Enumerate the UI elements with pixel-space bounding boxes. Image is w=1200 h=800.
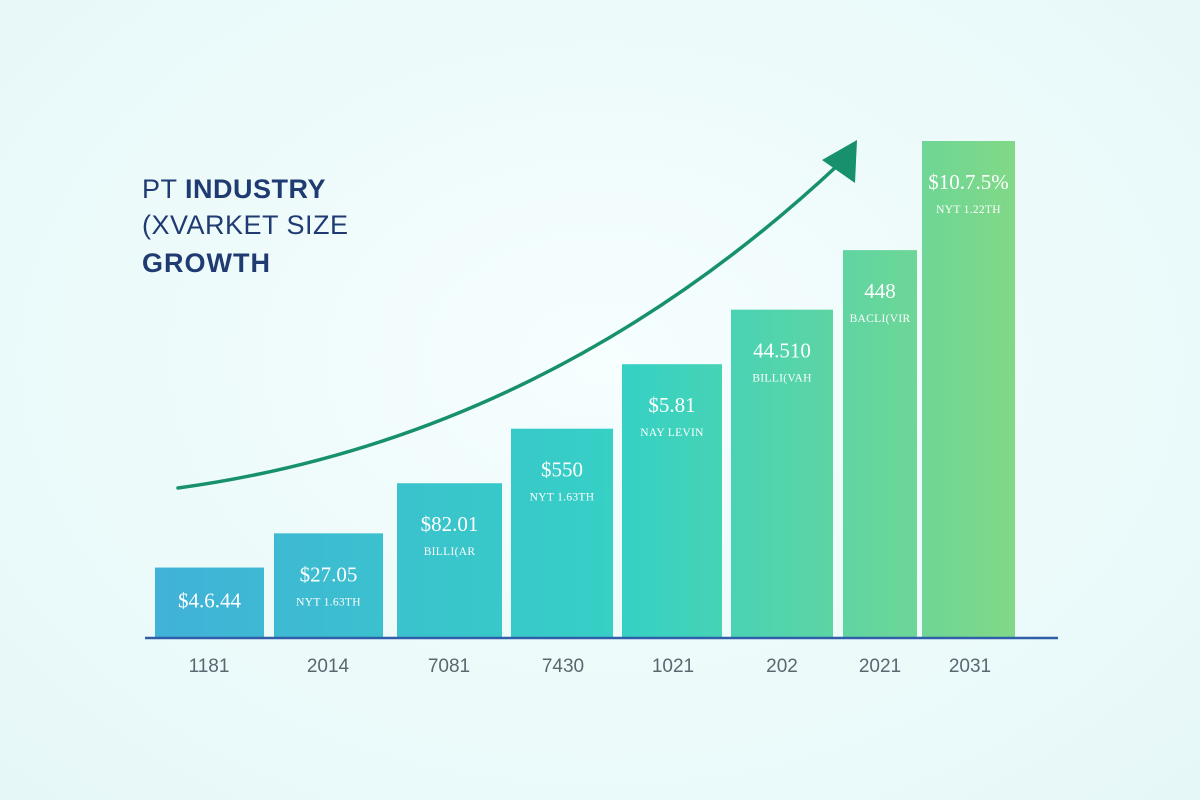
bar-unit-label: BILLI(VAH — [752, 373, 811, 385]
bar-unit-label: NYT 1.63TH — [530, 492, 595, 504]
trend-arrow-head — [822, 140, 857, 183]
bar-value-label: $4.6.44 — [178, 589, 242, 613]
bar-1181 — [155, 567, 264, 637]
bar-unit-label: BACLI(VIR — [850, 313, 911, 325]
title-prefix: PT — [142, 174, 178, 204]
bar-value-label: $550 — [541, 458, 583, 482]
chart-title-line-1: PT INDUSTRY — [142, 174, 326, 205]
bar-2021 — [843, 250, 917, 637]
bar-value-label: $5.81 — [648, 393, 695, 417]
bar-202 — [731, 309, 833, 637]
title-emphasis: INDUSTRY — [185, 174, 327, 204]
bar-value-label: $82.01 — [421, 512, 479, 536]
x-tick-label: 1021 — [652, 656, 694, 677]
x-tick-label: 2021 — [859, 656, 901, 677]
chart-title-line-3: GROWTH — [142, 248, 271, 278]
x-tick-label: 1181 — [189, 656, 230, 677]
x-tick-label: 2031 — [949, 656, 991, 677]
bar-7430 — [511, 428, 613, 637]
x-tick-label: 7081 — [428, 656, 470, 677]
x-tick-label: 202 — [766, 656, 798, 677]
bar-unit-label: NAY LEVIN — [640, 427, 704, 439]
x-tick-label: 2014 — [307, 656, 350, 677]
x-tick-label: 7430 — [542, 656, 584, 677]
bar-7081 — [397, 483, 502, 637]
trend-arrow-line — [176, 163, 840, 490]
chart-title-line-2: (XVARKET SIZE — [142, 210, 349, 240]
bar-2014 — [274, 533, 383, 637]
bar-unit-label: NYT 1.22TH — [936, 204, 1001, 216]
x-tick-labels: 1181 2014 7081 7430 1021 202 2021 2031 — [189, 656, 992, 677]
bar-unit-label: BILLI(AR — [424, 546, 476, 558]
bar-value-label: $27.05 — [300, 562, 358, 586]
bar-unit-label: NYT 1.63TH — [296, 596, 361, 608]
bar-2031 — [922, 141, 1015, 637]
bar-value-label: $10.7.5% — [928, 170, 1009, 194]
bar-labels-layer: $4.6.44 $27.05 NYT 1.63TH $82.01 BILLI(AR $55… — [178, 170, 1009, 613]
bars-layer — [155, 141, 1015, 637]
bar-value-label: 448 — [864, 279, 896, 303]
bar-value-label: 44.510 — [753, 339, 811, 363]
bar-1021 — [622, 364, 722, 637]
